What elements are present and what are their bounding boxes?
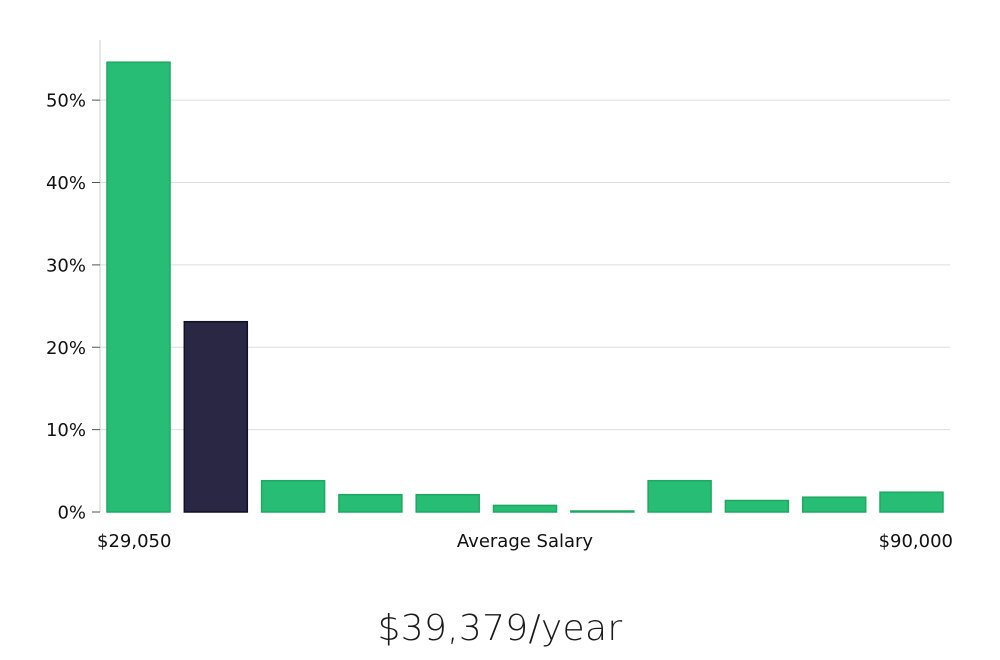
bars (106, 61, 944, 513)
salary-histogram: 0% 10% 20% 30% 40% 50% $29,050 Average Salary… (46, 40, 953, 552)
x-axis-title: Average Salary (457, 531, 594, 552)
y-tick-label: 0% (57, 503, 86, 524)
histogram-bar (415, 493, 480, 513)
histogram-bar (260, 479, 326, 513)
histogram-bar (106, 61, 171, 513)
x-start-label: $29,050 (97, 531, 171, 552)
histogram-bar (801, 496, 867, 513)
y-tick-label: 10% (46, 420, 86, 441)
y-tick-label: 40% (46, 173, 86, 194)
y-tick-label: 20% (46, 338, 86, 359)
histogram-bar (492, 504, 558, 513)
average-salary-headline: $39,379/year (377, 608, 623, 649)
histogram-bar (570, 510, 635, 513)
y-tick-label: 50% (46, 91, 86, 112)
y-tick-labels: 0% 10% 20% 30% 40% 50% (46, 91, 100, 524)
y-tick-label: 30% (46, 255, 86, 276)
histogram-bar (647, 479, 712, 513)
histogram-bar-highlighted (183, 320, 249, 513)
x-end-label: $90,000 (879, 531, 953, 552)
histogram-bar (724, 499, 790, 513)
histogram-bar (338, 493, 403, 513)
histogram-bar (879, 491, 944, 513)
